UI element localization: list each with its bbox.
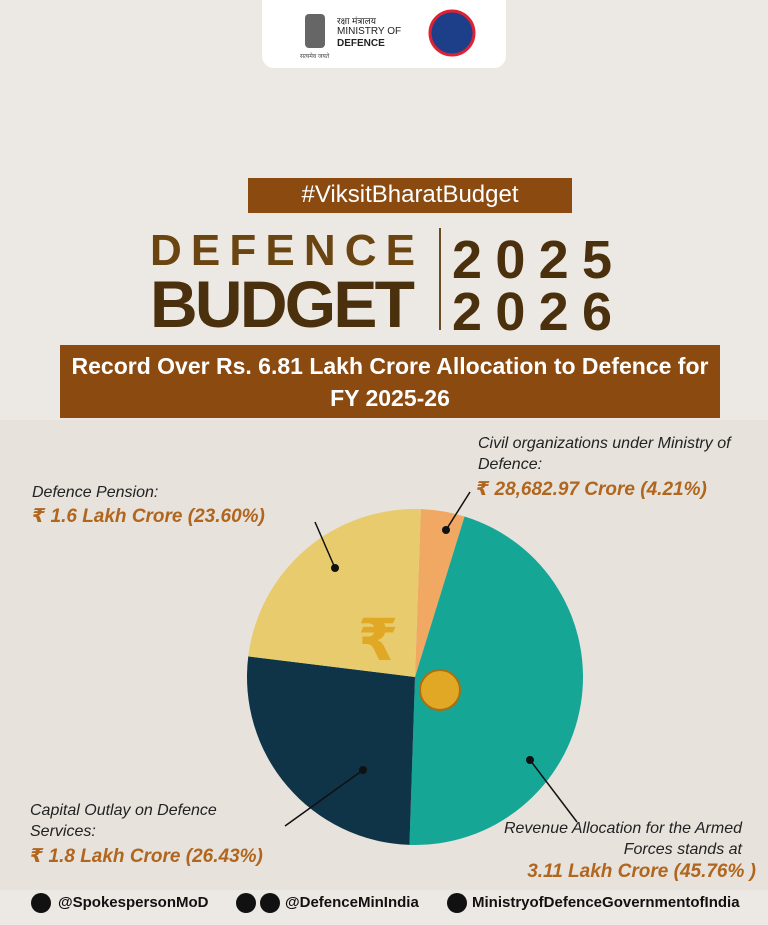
leader-dot: [331, 564, 339, 572]
footer-handle: @SpokespersonMoD: [58, 894, 209, 911]
slice-label: Civil organizations under Ministry of De…: [478, 435, 731, 473]
value-label: ₹ 1.6 Lakh Crore (23.60%): [32, 506, 265, 527]
pie-slice: [248, 509, 421, 677]
x-icon: [31, 893, 51, 913]
youtube-icon: [447, 893, 467, 913]
motto: सत्यमेव जयते: [300, 54, 330, 60]
value-label: ₹ 1.8 Lakh Crore (26.43%): [30, 846, 263, 867]
banner-word: BUDGET: [150, 267, 415, 341]
hashtag: #ViksitBharatBudget: [301, 181, 519, 208]
pie: [247, 509, 583, 845]
dia-logo: [428, 9, 476, 57]
leader-line: [284, 769, 364, 827]
slice-label: Capital Outlay on Defence Services:: [30, 802, 217, 840]
slice-label: Revenue Allocation for the Armed Forces …: [503, 820, 742, 858]
leader-lines: [284, 491, 578, 827]
leader-dot: [359, 766, 367, 774]
header-line: DEFENCE: [337, 38, 385, 49]
coin: [419, 669, 461, 711]
pie-slice: [247, 656, 415, 845]
banner-word: DEFENCE: [150, 226, 415, 275]
pie-slice: [409, 516, 583, 845]
pie-slice: [415, 509, 465, 677]
value-label: 3.11 Lakh Crore (45.76% ): [527, 861, 756, 882]
value-label: ₹ 28,682.97 Crore (4.21%): [476, 479, 707, 500]
footer-handle: MinistryofDefenceGovernmentofIndia: [472, 894, 740, 911]
leader-line: [314, 521, 336, 569]
leader-dot: [442, 526, 450, 534]
leader-line: [445, 491, 471, 531]
facebook-icon: [236, 893, 256, 913]
leader-line: [529, 759, 578, 823]
footer-handle: @DefenceMinIndia: [285, 894, 419, 911]
hashtag-box: [248, 178, 572, 213]
slice-label: Defence Pension:: [32, 484, 159, 501]
instagram-icon: [260, 893, 280, 913]
rupee-icon: ₹: [358, 608, 398, 673]
chart-title: Record Over Rs. 6.81 Lakh Crore Allocati…: [71, 353, 709, 411]
emblem: [305, 14, 325, 48]
header-line: MINISTRY OF: [337, 26, 402, 37]
leader-dot: [526, 756, 534, 764]
leader-dots: [331, 526, 534, 774]
title-box: [60, 345, 720, 418]
header-hindi: रक्षा मंत्रालय: [337, 16, 376, 26]
